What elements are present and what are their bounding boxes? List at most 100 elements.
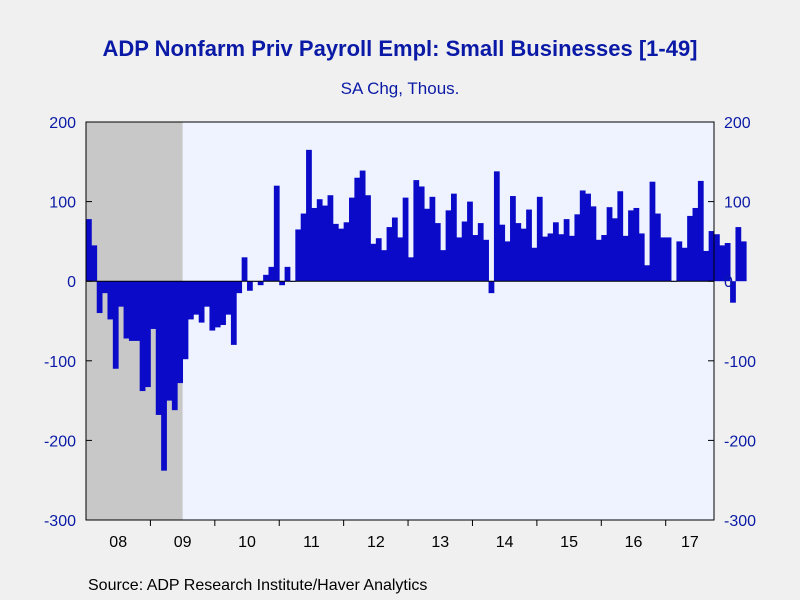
- bar: [552, 222, 559, 282]
- bar: [187, 281, 194, 320]
- bar: [730, 281, 736, 303]
- bar: [526, 209, 532, 282]
- bar: [86, 219, 92, 282]
- bar: [467, 201, 473, 282]
- bar: [102, 281, 108, 294]
- bar: [257, 281, 264, 286]
- bar: [247, 281, 253, 291]
- source-note: Source: ADP Research Institute/Haver Ana…: [88, 577, 428, 594]
- bar: [316, 199, 323, 282]
- bar: [391, 217, 398, 282]
- bar: [536, 196, 543, 282]
- x-tick-label: 16: [625, 534, 643, 551]
- bar: [343, 222, 350, 282]
- bar: [434, 223, 441, 282]
- bar: [708, 231, 715, 282]
- bar: [375, 238, 382, 282]
- bar: [714, 234, 720, 282]
- bar: [230, 281, 237, 345]
- bar: [579, 190, 586, 282]
- bar: [177, 281, 184, 384]
- bar: [585, 193, 591, 282]
- bar: [408, 257, 414, 282]
- bar: [295, 229, 302, 282]
- bar: [182, 281, 189, 360]
- bar: [563, 219, 570, 282]
- bar: [365, 195, 371, 282]
- bar: [359, 170, 366, 282]
- bar: [483, 239, 489, 282]
- bar: [477, 223, 484, 282]
- y-tick-label-left: 100: [49, 195, 76, 212]
- bar: [204, 281, 210, 307]
- bar: [209, 281, 216, 331]
- y-tick-label-left: -100: [44, 354, 76, 371]
- bar: [735, 227, 742, 282]
- bar: [493, 171, 500, 282]
- x-tick-label: 08: [109, 534, 127, 551]
- chart-title: ADP Nonfarm Priv Payroll Empl: Small Bus…: [102, 36, 698, 61]
- x-tick-label: 14: [496, 534, 514, 551]
- y-tick-label-right: 0: [724, 274, 733, 291]
- y-tick-label-left: 200: [49, 115, 76, 132]
- bar: [381, 250, 387, 282]
- x-tick-label: 10: [238, 534, 256, 551]
- bar: [612, 218, 618, 282]
- bar: [595, 239, 602, 282]
- bar: [472, 235, 479, 282]
- bar: [145, 281, 151, 388]
- bar: [510, 196, 516, 282]
- bar: [665, 237, 672, 282]
- bar: [638, 233, 645, 282]
- bar: [263, 274, 269, 282]
- bar: [660, 237, 667, 282]
- bar: [386, 227, 393, 282]
- bar: [740, 241, 747, 282]
- x-tick-label: 17: [681, 534, 699, 551]
- bar: [606, 207, 613, 282]
- bar: [193, 281, 200, 315]
- bar: [676, 241, 683, 282]
- x-tick-label: 13: [431, 534, 449, 551]
- bar: [322, 205, 328, 282]
- chart-subtitle: SA Chg, Thous.: [340, 79, 460, 98]
- y-tick-label-right: 200: [724, 115, 751, 132]
- bar: [166, 281, 173, 401]
- bar: [687, 215, 693, 282]
- bar: [284, 266, 291, 282]
- bar: [692, 207, 699, 282]
- bar: [628, 210, 634, 282]
- bar: [504, 241, 511, 282]
- bar: [558, 234, 565, 282]
- x-tick-label: 12: [367, 534, 385, 551]
- bar: [633, 207, 640, 282]
- bar: [418, 186, 425, 282]
- y-tick-label-right: -100: [724, 354, 756, 371]
- bar: [649, 181, 656, 282]
- bar: [198, 281, 205, 323]
- bar: [354, 177, 361, 282]
- bar: [311, 207, 318, 282]
- bar: [703, 250, 710, 282]
- bar: [574, 214, 581, 282]
- bar: [456, 237, 463, 282]
- bar: [413, 180, 420, 282]
- bar: [96, 281, 103, 314]
- bar: [542, 236, 549, 282]
- bar: [150, 281, 157, 329]
- bar: [112, 281, 119, 369]
- bar: [171, 281, 178, 411]
- y-tick-label-right: -200: [724, 433, 756, 450]
- bar: [488, 281, 495, 294]
- bar: [214, 281, 221, 328]
- bar: [424, 208, 430, 282]
- bar: [547, 233, 554, 282]
- bar: [531, 247, 538, 282]
- x-tick-label: 09: [174, 534, 192, 551]
- y-tick-label-right: 100: [724, 195, 751, 212]
- bar: [429, 196, 436, 282]
- bar: [724, 242, 731, 282]
- bar: [236, 281, 243, 294]
- plot-frame: [85, 121, 715, 521]
